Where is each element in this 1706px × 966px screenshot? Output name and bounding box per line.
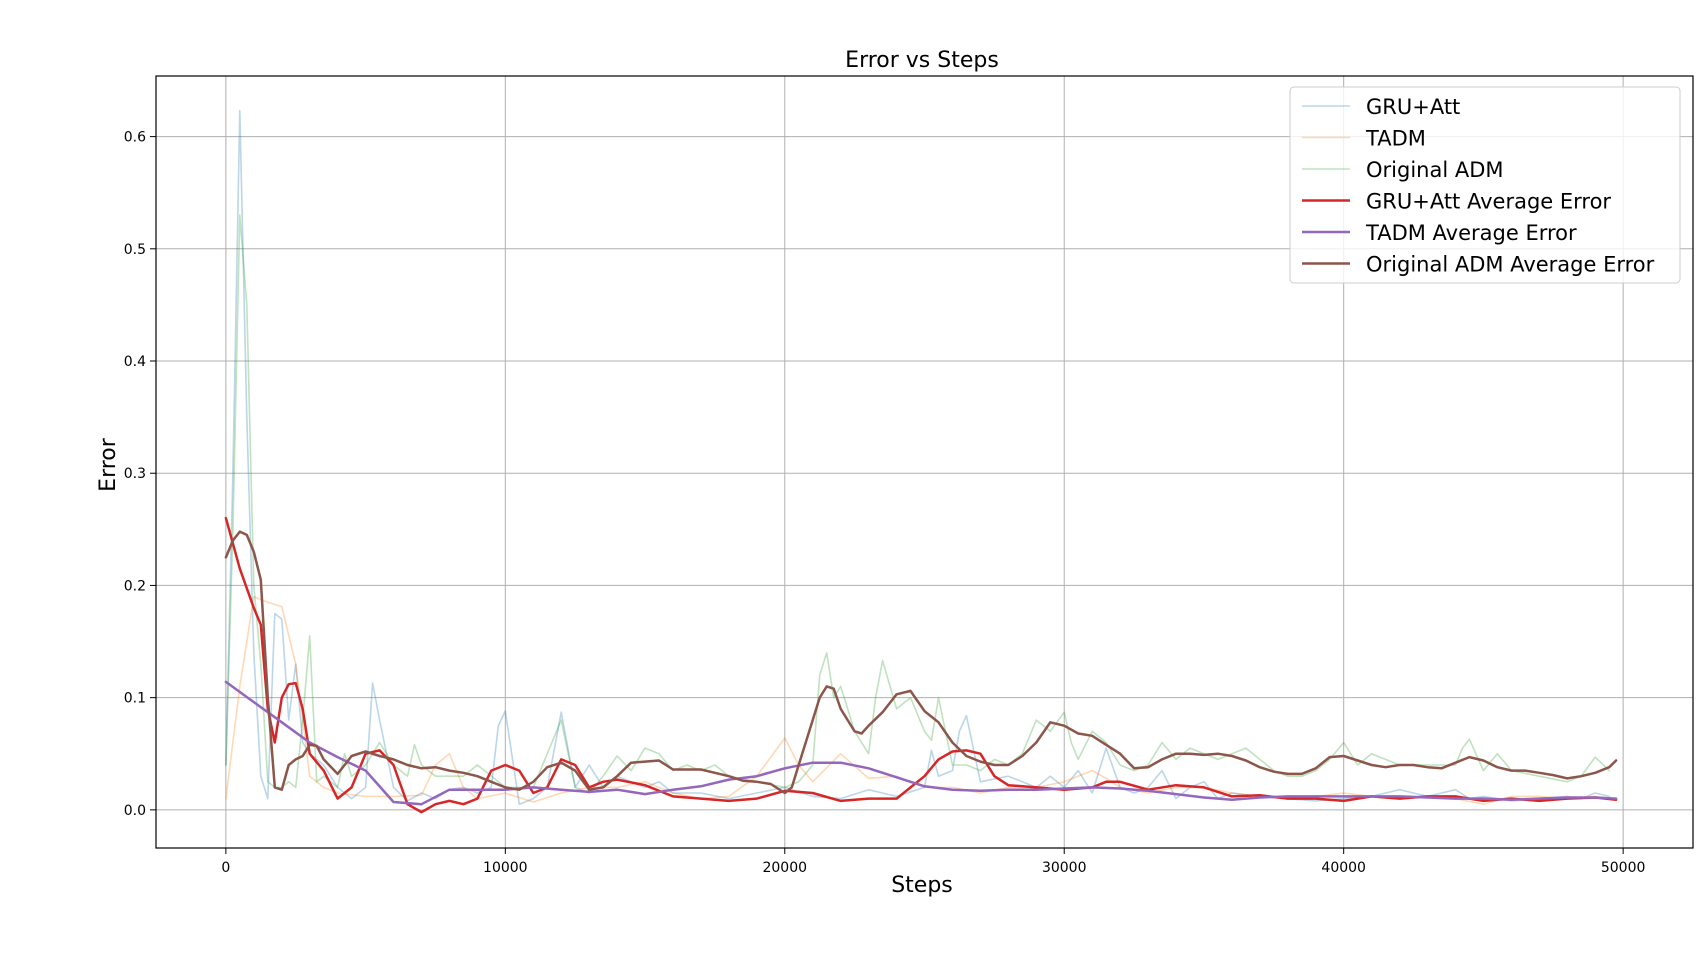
legend-label-tadm: TADM [1365, 127, 1426, 151]
x-tick-label: 50000 [1601, 860, 1646, 876]
y-tick-label: 0.2 [124, 578, 146, 594]
y-tick-label: 0.3 [124, 466, 146, 482]
grid-lines [156, 76, 1693, 848]
series-line-tadm-average-error [224, 680, 1618, 806]
x-tick-label: 30000 [1042, 860, 1087, 876]
series-line-tadm [225, 595, 1610, 806]
y-tick-label: 0.6 [124, 130, 146, 146]
series-line-gru-att-average-error [224, 516, 1618, 814]
y-axis-ticks: 0.0 0.1 0.2 0.3 0.4 0.5 0.6 [124, 130, 156, 819]
x-axis-ticks: 0 10000 20000 30000 40000 50000 [221, 848, 1645, 876]
legend-label-gru-att: GRU+Att [1366, 95, 1460, 119]
x-tick-label: 0 [221, 860, 230, 876]
y-tick-label: 0.1 [124, 691, 146, 707]
legend: GRU+Att TADM Original ADM GRU+Att Average E… [1289, 86, 1681, 284]
legend-label-original-adm: Original ADM [1366, 158, 1504, 182]
legend-label-tadm-average-error: TADM Average Error [1365, 221, 1577, 245]
legend-label-original-adm-average-error: Original ADM Average Error [1366, 253, 1655, 277]
x-tick-label: 10000 [483, 860, 528, 876]
series-line-original-adm-average-error [224, 530, 1618, 795]
y-axis-label: Error [96, 437, 121, 492]
legend-label-gru-att-average-error: GRU+Att Average Error [1366, 190, 1611, 214]
y-tick-label: 0.0 [124, 803, 146, 819]
plot-area-frame [155, 75, 1694, 849]
legend-box [1289, 86, 1681, 284]
series-lines [224, 110, 1618, 814]
y-tick-label: 0.4 [124, 354, 146, 370]
x-tick-label: 20000 [762, 860, 807, 876]
chart-title: Error vs Steps [845, 48, 999, 73]
x-axis-label: Steps [891, 873, 953, 898]
y-tick-label: 0.5 [124, 242, 146, 258]
x-tick-label: 40000 [1321, 860, 1366, 876]
